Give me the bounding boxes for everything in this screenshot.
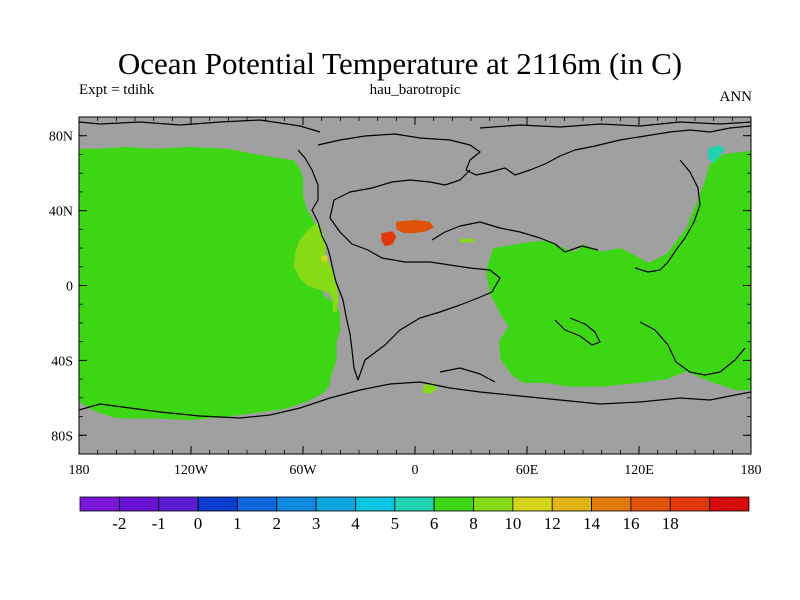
colorbar-swatch [355, 496, 396, 512]
x-axis: 180 120W 60W 0 60E 120E 180 [69, 117, 762, 478]
coastline-africa-south [439, 367, 496, 383]
region-eastern-pacific-warm-tongue [293, 221, 339, 312]
coastline-americas-east [329, 169, 501, 381]
colorbar-label: 3 [312, 514, 321, 533]
coastline-antarctica [79, 381, 751, 419]
colorbar-swatch [158, 496, 199, 512]
colorbar-label: 14 [583, 514, 601, 533]
experiment-label: Expt = tdihk [79, 82, 155, 98]
colorbar-swatch [433, 496, 474, 512]
x-tick-label: 180 [69, 463, 90, 478]
colorbar-label: 8 [469, 514, 478, 533]
colorbar-swatch [669, 496, 711, 512]
colorbar-swatch [118, 496, 160, 512]
y-tick-label: 40S [51, 354, 73, 369]
colorbar-label: 4 [351, 514, 360, 533]
coastline-arctic [79, 119, 321, 133]
ocean-regions [79, 145, 751, 421]
case-label: hau_barotropic [369, 82, 461, 98]
colorbar-swatch [79, 496, 120, 512]
x-tick-label: 180 [741, 463, 762, 478]
colorbar-swatch [394, 496, 435, 512]
colorbar-swatch [276, 496, 317, 512]
region-tethys-warm-basin [396, 220, 434, 234]
colorbar-swatch [197, 496, 238, 512]
colorbar-label: 18 [662, 514, 679, 533]
colorbar-swatch [237, 496, 278, 512]
y-tick-label: 80S [51, 429, 73, 444]
colorbar-label: 16 [622, 514, 639, 533]
colorbar-swatch [551, 496, 592, 512]
colorbar-swatch [473, 496, 514, 512]
coastline-laurasia-north [317, 125, 751, 176]
colorbar-label: 0 [194, 514, 203, 533]
colorbar: -2 -1 0 1 2 3 4 5 6 8 10 12 14 16 18 [79, 496, 750, 533]
colorbar-swatch [512, 496, 553, 512]
coastline-india [554, 317, 601, 346]
coastline-asia-east [634, 159, 701, 273]
x-tick-label: 0 [412, 463, 419, 478]
colorbar-swatch [591, 496, 632, 512]
coastline-arctic-east [479, 121, 751, 129]
x-tick-label: 120W [174, 463, 209, 478]
y-tick-label: 0 [66, 280, 73, 295]
colorbar-label: 6 [430, 514, 439, 533]
region-pacific-yellow-spot [321, 255, 328, 262]
region-tethys-small-patch [459, 238, 475, 243]
colorbar-label: 1 [233, 514, 242, 533]
colorbar-label: 5 [391, 514, 400, 533]
region-pacific-deep-ocean [79, 147, 341, 421]
coastline-americas-west [297, 149, 359, 381]
colorbar-label: -1 [152, 514, 166, 533]
region-northwest-pacific-cool-patch [708, 145, 725, 164]
season-label: ANN [719, 89, 753, 105]
colorbar-label: -2 [112, 514, 126, 533]
x-tick-label: 60E [516, 463, 539, 478]
coastlines [79, 119, 751, 419]
y-axis: 80N 40N 0 40S 80S [49, 116, 751, 455]
region-tethys-western-pool [381, 231, 397, 247]
region-southern-small-patch [422, 382, 438, 395]
y-tick-label: 40N [49, 205, 73, 220]
region-indo-pacific-deep-ocean [485, 150, 751, 391]
coastline-australia [639, 321, 746, 376]
coastline-tethys-north [431, 221, 599, 253]
colorbar-label: 2 [273, 514, 282, 533]
chart-title: Ocean Potential Temperature at 2116m (in… [117, 46, 683, 81]
colorbar-label: 10 [504, 514, 521, 533]
x-tick-label: 120E [624, 463, 654, 478]
colorbar-swatch [315, 496, 356, 512]
colorbar-swatch [630, 496, 671, 512]
y-tick-label: 80N [49, 130, 73, 145]
x-tick-label: 60W [289, 463, 317, 478]
colorbar-swatch [709, 496, 750, 512]
colorbar-label: 12 [544, 514, 561, 533]
